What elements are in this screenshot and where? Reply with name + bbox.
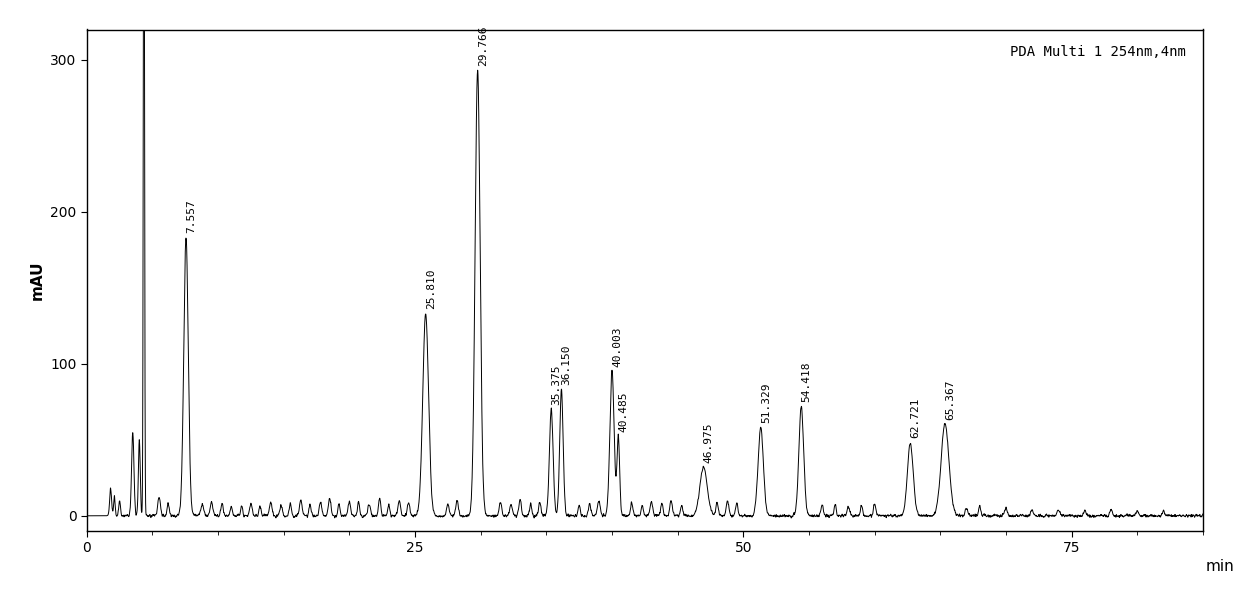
- Text: 40.485: 40.485: [619, 392, 629, 432]
- Text: 35.375: 35.375: [552, 365, 562, 405]
- Text: 7.557: 7.557: [186, 199, 196, 233]
- Text: 46.975: 46.975: [704, 422, 714, 463]
- Y-axis label: mAU: mAU: [30, 261, 45, 300]
- Text: 40.003: 40.003: [613, 326, 622, 367]
- Text: 62.721: 62.721: [910, 398, 920, 438]
- Text: 29.766: 29.766: [477, 25, 487, 66]
- Text: 51.329: 51.329: [761, 382, 771, 423]
- Text: PDA Multi 1 254nm,4nm: PDA Multi 1 254nm,4nm: [1011, 45, 1185, 58]
- Text: 54.418: 54.418: [801, 361, 811, 402]
- Text: 65.367: 65.367: [945, 379, 955, 420]
- Text: 25.810: 25.810: [425, 268, 436, 309]
- X-axis label: min: min: [1205, 559, 1234, 573]
- Text: 36.150: 36.150: [562, 345, 572, 385]
